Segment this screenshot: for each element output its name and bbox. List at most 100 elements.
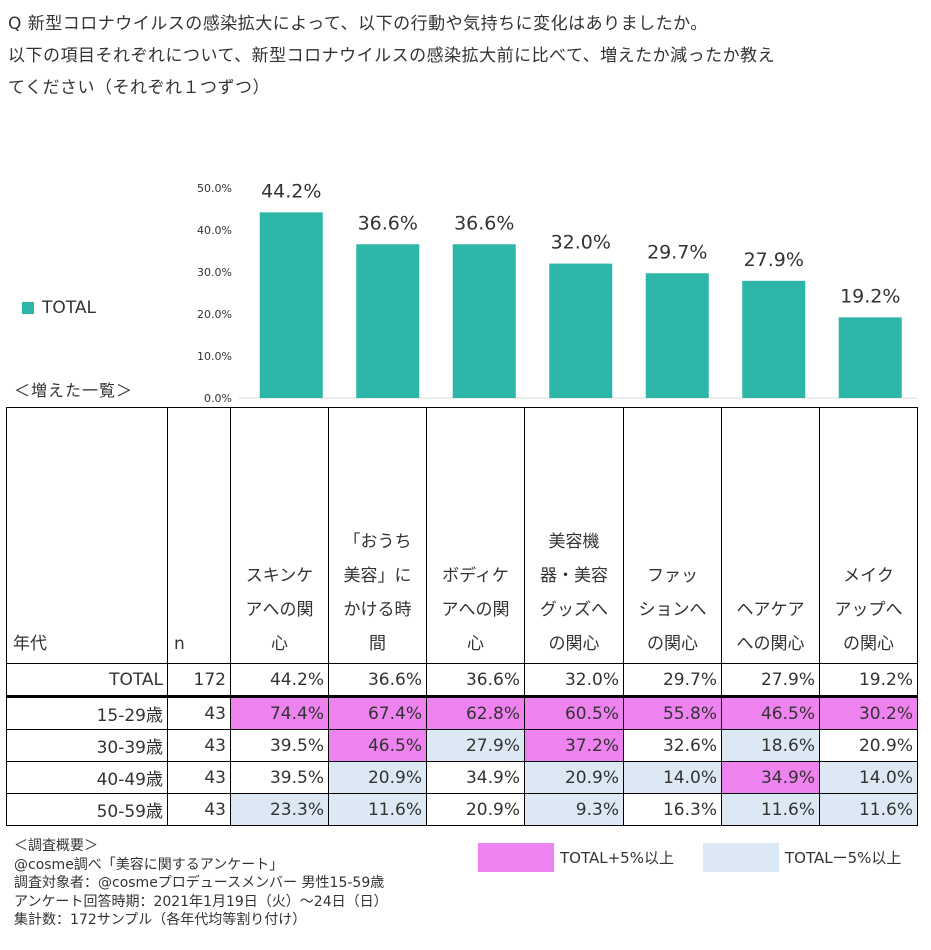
key-below-swatch <box>703 843 779 872</box>
value-cell: 23.3% <box>230 793 329 826</box>
value-cell: 46.5% <box>721 696 820 730</box>
table-row: 30-39歳 43 39.5% 46.5% 27.9% 37.2% 32.6% 18.6% 20… <box>6 729 918 762</box>
value-cell: 37.2% <box>524 729 624 762</box>
value-cell: 18.6% <box>721 729 820 762</box>
value-cell: 46.5% <box>328 729 427 762</box>
value-cell: 55.8% <box>623 696 722 730</box>
column-header-line: かける時 <box>343 600 412 620</box>
sample-size: 43 <box>167 761 231 794</box>
value-cell: 62.8% <box>426 696 525 730</box>
column-header-line: アへの関 <box>245 600 314 620</box>
column-header-line: ションへ <box>638 600 707 620</box>
legend-label: TOTAL <box>42 298 96 318</box>
value-cell: 36.6% <box>426 663 525 698</box>
column-header-line: の関心 <box>843 634 894 654</box>
crosstab-table: 年代 n スキンケ アへの関心「おうち 美容」に かける時間ボディケ アへの関心美容機器… <box>6 407 918 826</box>
column-header-line: 心 <box>467 634 484 654</box>
column-header: メイクアップへの関心 <box>819 407 918 664</box>
column-header-line: ヘアケア <box>736 600 805 620</box>
question-line-2: 以下の項目それぞれについて、新型コロナウイルスの感染拡大前に比べて、増えたか減っ… <box>8 46 776 66</box>
notes-line: 調査対象者：@cosmeプロデュースメンバー 男性15-59歳 <box>14 875 385 891</box>
y-tick-label: 10.0% <box>197 350 232 363</box>
question-text: Q 新型コロナウイルスの感染拡大によって、以下の行動や気持ちに変化はありましたか… <box>8 8 923 104</box>
value-cell: 9.3% <box>524 793 624 826</box>
value-cell: 11.6% <box>819 793 918 826</box>
column-header-line: メイク <box>843 566 894 586</box>
age-header: 年代 <box>6 407 168 664</box>
key-above-swatch <box>478 843 554 872</box>
value-cell: 67.4% <box>328 696 427 730</box>
key-above-label: TOTAL+5%以上 <box>560 849 674 867</box>
column-header-line: ファッ <box>647 566 698 586</box>
question-line-3: てください（それぞれ１つずつ） <box>8 78 270 98</box>
value-cell: 74.4% <box>230 696 329 730</box>
column-header-line: アへの関 <box>441 600 510 620</box>
n-header: n <box>167 407 231 664</box>
column-header-line: 器・美容 <box>540 566 608 586</box>
bar <box>645 273 709 398</box>
column-header: スキンケ アへの関心 <box>230 407 329 664</box>
chart-legend: TOTAL <box>22 298 96 318</box>
row-label: 15-29歳 <box>6 696 168 730</box>
value-cell: 39.5% <box>230 761 329 794</box>
sample-size: 43 <box>167 793 231 826</box>
value-cell: 34.9% <box>721 761 820 794</box>
key-below-label: TOTALー5%以上 <box>785 849 902 867</box>
column-header-line: スキンケ <box>245 566 314 586</box>
column-header-line: 美容機 <box>548 532 600 552</box>
column-header: ボディケ アへの関心 <box>426 407 525 664</box>
table-row: 15-29歳 43 74.4% 67.4% 62.8% 60.5% 55.8% 46.5% 30… <box>6 696 918 730</box>
value-cell: 20.9% <box>328 761 427 794</box>
key-below: TOTALー5%以上 <box>703 843 901 872</box>
column-header-line: 美容」に <box>343 566 412 586</box>
y-tick-label: 30.0% <box>197 266 232 279</box>
table-header-row: 年代 n スキンケ アへの関心「おうち 美容」に かける時間ボディケ アへの関心美容機器… <box>6 407 918 664</box>
value-cell: 20.9% <box>524 761 624 794</box>
bar-value-label: 27.9% <box>744 249 804 271</box>
column-header-line: の関心 <box>647 634 698 654</box>
question-line-1: Q 新型コロナウイルスの感染拡大によって、以下の行動や気持ちに変化はありましたか… <box>8 14 708 34</box>
value-cell: 20.9% <box>819 729 918 762</box>
notes-line: アンケート回答時期：2021年1月19日（火）～24日（日） <box>14 893 388 910</box>
value-cell: 39.5% <box>230 729 329 762</box>
bar-value-label: 36.6% <box>454 212 514 234</box>
bar-chart: 0.0% 10.0% 20.0% 30.0% 40.0% 50.0% 44.2% 36.6% 3… <box>197 180 917 405</box>
bar <box>742 280 806 398</box>
table-row: 50-59歳 43 23.3% 11.6% 20.9% 9.3% 16.3% 11.6% 11.… <box>6 793 918 826</box>
value-cell: 20.9% <box>426 793 525 826</box>
value-cell: 19.2% <box>819 663 918 698</box>
y-tick-label: 0.0% <box>204 392 232 405</box>
bar <box>356 244 420 398</box>
bar-value-label: 19.2% <box>840 285 900 307</box>
column-header-line: グッズへ <box>540 600 608 620</box>
row-label: 50-59歳 <box>6 793 168 826</box>
value-cell: 32.0% <box>524 663 624 698</box>
value-cell: 29.7% <box>623 663 722 698</box>
column-header-line: の関心 <box>548 634 600 654</box>
value-cell: 44.2% <box>230 663 329 698</box>
section-label: ＜増えた一覧＞ <box>14 381 134 400</box>
row-label: TOTAL <box>6 663 168 698</box>
notes-line: @cosme調べ「美容に関するアンケート」 <box>14 856 284 873</box>
notes-line: ＜調査概要＞ <box>14 838 98 854</box>
y-tick-label: 50.0% <box>197 182 232 195</box>
survey-notes: ＜調査概要＞ @cosme調べ「美容に関するアンケート」 調査対象者：@cosm… <box>14 837 388 930</box>
notes-line: 集計数：172サンプル（各年代均等割り付け） <box>14 912 307 928</box>
bar <box>838 317 902 398</box>
value-cell: 14.0% <box>819 761 918 794</box>
column-header: 「おうち 美容」に かける時間 <box>328 407 427 664</box>
column-header: 美容機器・美容グッズへの関心 <box>524 407 624 664</box>
sample-size: 172 <box>167 663 231 698</box>
sample-size: 43 <box>167 729 231 762</box>
column-header-line: 心 <box>271 634 288 654</box>
column-header-line: 間 <box>369 634 386 654</box>
key-above: TOTAL+5%以上 <box>478 843 674 872</box>
value-cell: 11.6% <box>721 793 820 826</box>
value-cell: 30.2% <box>819 696 918 730</box>
column-header: ヘアケア への関心 <box>721 407 820 664</box>
bar-value-label: 36.6% <box>358 212 418 234</box>
column-header-line: ボディケ <box>442 566 509 586</box>
value-cell: 60.5% <box>524 696 624 730</box>
column-header-line: アップへ <box>834 600 903 620</box>
table-row: 40-49歳 43 39.5% 20.9% 34.9% 20.9% 14.0% 34.9% 14… <box>6 761 918 794</box>
